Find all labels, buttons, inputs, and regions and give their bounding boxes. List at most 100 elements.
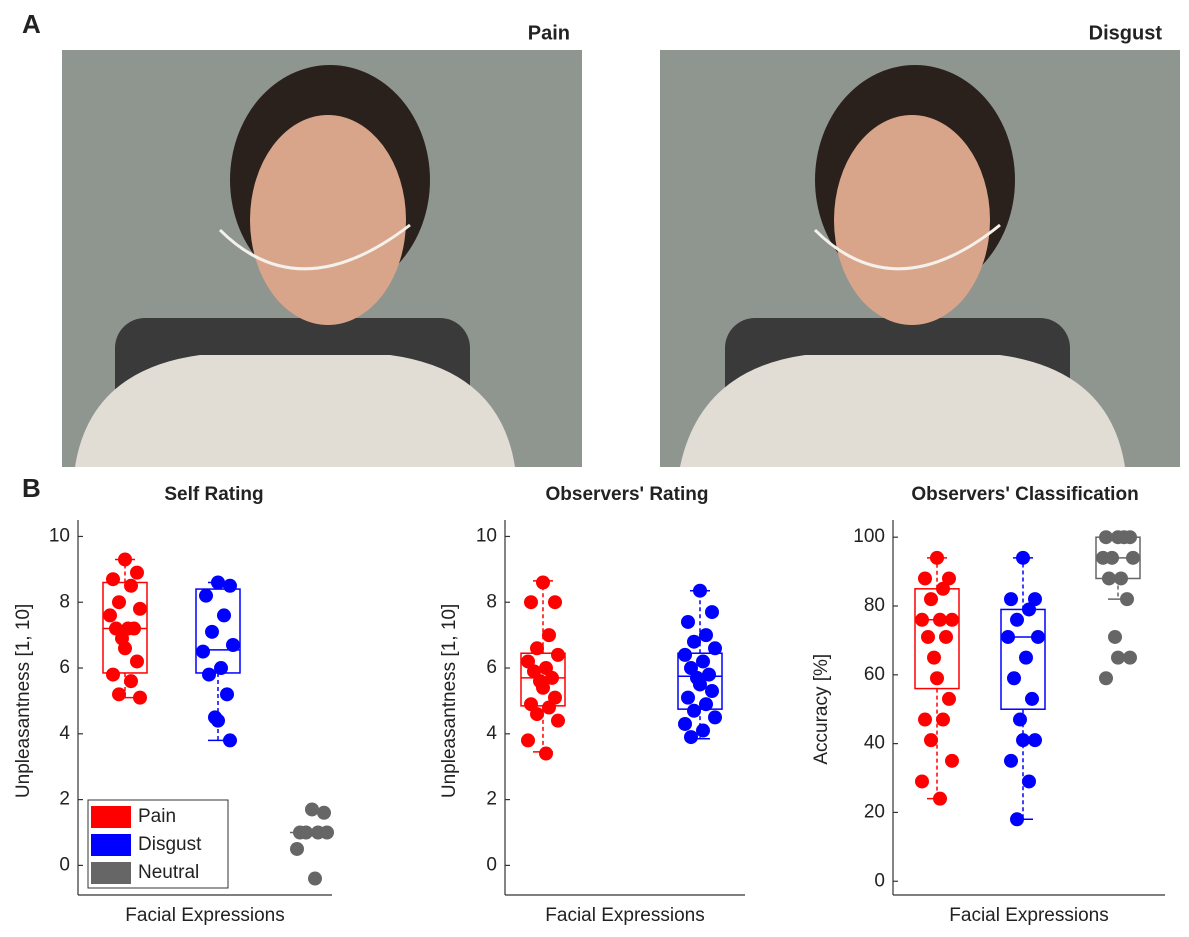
- data-point: [1123, 650, 1137, 665]
- data-point: [127, 621, 141, 636]
- photo: [62, 50, 582, 467]
- data-point: [1010, 812, 1024, 827]
- y-tick-label: 4: [59, 723, 70, 744]
- data-point: [133, 601, 147, 616]
- y-tick-label: 0: [486, 854, 497, 875]
- data-point: [130, 654, 144, 669]
- data-point: [708, 710, 722, 725]
- y-tick-label: 0: [874, 870, 885, 891]
- y-tick-label: 100: [853, 526, 885, 547]
- y-tick-label: 4: [486, 723, 497, 744]
- data-point: [1019, 650, 1033, 665]
- data-point: [548, 595, 562, 610]
- data-point: [133, 690, 147, 705]
- data-point: [217, 608, 231, 623]
- data-point: [521, 733, 535, 748]
- y-tick-label: 2: [59, 789, 70, 810]
- data-point: [220, 687, 234, 702]
- data-point: [530, 641, 544, 656]
- data-point: [305, 802, 319, 817]
- data-point: [693, 677, 707, 692]
- data-point: [542, 700, 556, 715]
- data-point: [1114, 571, 1128, 586]
- data-point: [1108, 629, 1122, 644]
- y-axis-label: Accuracy [%]: [811, 654, 832, 765]
- panel-label: A: [22, 9, 41, 39]
- data-point: [118, 641, 132, 656]
- data-point: [933, 612, 947, 627]
- data-point: [1016, 550, 1030, 565]
- data-point: [1013, 712, 1027, 727]
- data-point: [308, 871, 322, 886]
- data-point: [542, 628, 556, 643]
- data-point: [124, 578, 138, 593]
- data-point: [196, 644, 210, 659]
- data-point: [936, 712, 950, 727]
- data-point: [699, 628, 713, 643]
- y-tick-label: 8: [59, 591, 70, 612]
- data-point: [696, 723, 710, 738]
- y-axis-label: Unpleasantness [1, 10]: [439, 604, 460, 798]
- data-point: [118, 552, 132, 567]
- photo: [660, 50, 1180, 467]
- data-point: [1028, 733, 1042, 748]
- data-point: [678, 647, 692, 662]
- data-point: [299, 825, 313, 840]
- data-point: [551, 713, 565, 728]
- data-point: [536, 680, 550, 695]
- data-point: [930, 671, 944, 686]
- y-tick-label: 6: [59, 657, 70, 678]
- y-tick-label: 2: [486, 789, 497, 810]
- data-point: [536, 575, 550, 590]
- data-point: [1099, 530, 1113, 545]
- data-point: [681, 614, 695, 629]
- legend-swatch: [91, 806, 131, 828]
- data-point: [936, 581, 950, 596]
- y-tick-label: 20: [864, 801, 885, 822]
- data-point: [211, 575, 225, 590]
- data-point: [687, 703, 701, 718]
- data-point: [1111, 650, 1125, 665]
- data-point: [202, 667, 216, 682]
- data-point: [681, 690, 695, 705]
- y-tick-label: 10: [476, 525, 497, 546]
- data-point: [921, 629, 935, 644]
- chart-title: Observers' Rating: [546, 484, 709, 505]
- data-point: [930, 550, 944, 565]
- x-axis-label: Facial Expressions: [545, 905, 704, 926]
- y-tick-label: 0: [59, 854, 70, 875]
- data-point: [226, 638, 240, 652]
- data-point: [223, 578, 237, 593]
- data-point: [1022, 774, 1036, 789]
- data-point: [1117, 530, 1131, 545]
- data-point: [939, 629, 953, 644]
- legend-label: Pain: [138, 806, 176, 827]
- data-point: [1022, 602, 1036, 617]
- data-point: [1016, 733, 1030, 748]
- x-axis-label: Facial Expressions: [125, 905, 284, 926]
- data-point: [708, 641, 722, 656]
- data-point: [924, 733, 938, 748]
- data-point: [684, 730, 698, 745]
- legend-swatch: [91, 834, 131, 856]
- data-point: [1102, 571, 1116, 586]
- data-point: [1025, 691, 1039, 706]
- data-point: [945, 612, 959, 627]
- data-point: [1028, 592, 1042, 607]
- data-point: [915, 774, 929, 789]
- data-point: [112, 595, 126, 610]
- data-point: [1007, 671, 1021, 686]
- data-point: [705, 605, 719, 620]
- data-point: [530, 707, 544, 722]
- data-point: [678, 716, 692, 731]
- data-point: [551, 647, 565, 662]
- photo-title: Pain: [528, 22, 570, 44]
- legend-label: Disgust: [138, 834, 202, 855]
- photo-title: Disgust: [1089, 22, 1163, 44]
- data-point: [130, 565, 144, 580]
- data-point: [1031, 629, 1045, 644]
- data-point: [112, 687, 126, 702]
- y-tick-label: 8: [486, 591, 497, 612]
- data-point: [1004, 592, 1018, 607]
- data-point: [320, 825, 334, 840]
